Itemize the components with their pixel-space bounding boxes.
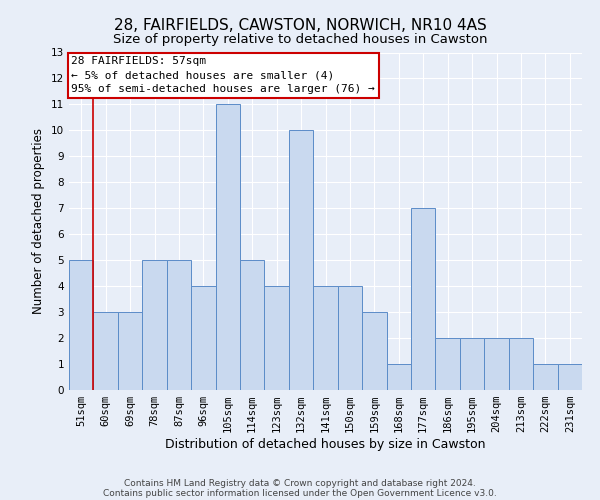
Bar xyxy=(411,208,436,390)
Bar xyxy=(362,312,386,390)
Text: 28 FAIRFIELDS: 57sqm
← 5% of detached houses are smaller (4)
95% of semi-detache: 28 FAIRFIELDS: 57sqm ← 5% of detached ho… xyxy=(71,56,375,94)
Bar xyxy=(436,338,460,390)
Bar xyxy=(118,312,142,390)
Bar xyxy=(338,286,362,390)
Bar xyxy=(191,286,215,390)
Bar xyxy=(484,338,509,390)
Bar xyxy=(386,364,411,390)
Bar xyxy=(533,364,557,390)
Bar xyxy=(557,364,582,390)
Text: Contains HM Land Registry data © Crown copyright and database right 2024.: Contains HM Land Registry data © Crown c… xyxy=(124,478,476,488)
Bar xyxy=(142,260,167,390)
Bar xyxy=(94,312,118,390)
Bar xyxy=(167,260,191,390)
Bar xyxy=(69,260,94,390)
Text: Size of property relative to detached houses in Cawston: Size of property relative to detached ho… xyxy=(113,32,487,46)
Bar xyxy=(265,286,289,390)
Text: 28, FAIRFIELDS, CAWSTON, NORWICH, NR10 4AS: 28, FAIRFIELDS, CAWSTON, NORWICH, NR10 4… xyxy=(113,18,487,32)
Y-axis label: Number of detached properties: Number of detached properties xyxy=(32,128,46,314)
Bar xyxy=(313,286,338,390)
Bar xyxy=(509,338,533,390)
Text: Contains public sector information licensed under the Open Government Licence v3: Contains public sector information licen… xyxy=(103,488,497,498)
Bar xyxy=(215,104,240,390)
Bar xyxy=(289,130,313,390)
Bar xyxy=(240,260,265,390)
X-axis label: Distribution of detached houses by size in Cawston: Distribution of detached houses by size … xyxy=(165,438,486,451)
Bar xyxy=(460,338,484,390)
